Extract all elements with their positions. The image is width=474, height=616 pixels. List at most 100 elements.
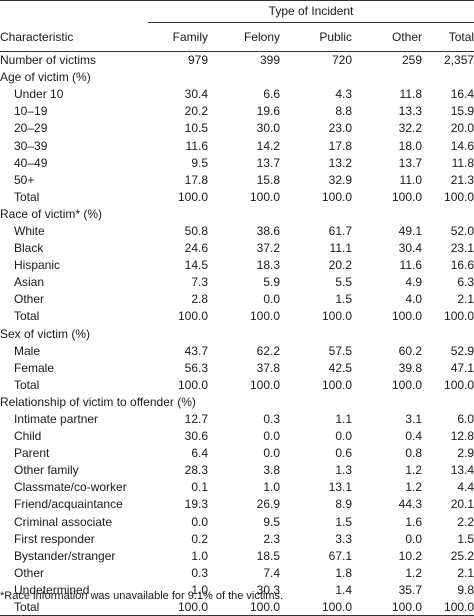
value-cell: 15.9 xyxy=(450,104,474,119)
value-cell: 43.7 xyxy=(184,343,208,358)
value-cell: 720 xyxy=(331,53,352,68)
value-cell: 1.2 xyxy=(405,480,422,495)
other-header: Other xyxy=(391,30,422,44)
value-cell: 20.0 xyxy=(450,121,474,136)
value-cell: 100.0 xyxy=(444,599,474,614)
row-label: Number of victims xyxy=(0,53,97,68)
value-cell: 13.7 xyxy=(398,155,422,170)
value-cell: 23.1 xyxy=(450,241,474,256)
value-cell: 12.8 xyxy=(450,429,474,444)
row-label: Asian xyxy=(14,275,45,290)
table-row: 20–29 10.5 30.0 23.0 32.2 20.0 xyxy=(0,120,474,137)
value-cell: 2.1 xyxy=(457,565,474,580)
value-cell: 50.8 xyxy=(184,223,208,238)
value-cell: 15.8 xyxy=(256,172,280,187)
section-label: Age of victim (%) xyxy=(0,70,91,85)
value-cell: 3.3 xyxy=(335,531,352,546)
value-cell: 4.4 xyxy=(457,480,474,495)
value-cell: 1.2 xyxy=(405,565,422,580)
table-row: Total 100.0 100.0 100.0 100.0 100.0 xyxy=(0,308,474,325)
row-label: Male xyxy=(14,343,41,358)
characteristic-header: Characteristic xyxy=(0,29,74,44)
value-cell: 52.0 xyxy=(450,223,474,238)
value-cell: 1.2 xyxy=(405,463,422,478)
value-cell: 49.1 xyxy=(398,223,422,238)
value-cell: 26.9 xyxy=(256,497,280,512)
row-label: 40–49 xyxy=(14,155,48,170)
value-cell: 0.3 xyxy=(191,565,208,580)
table-row: Undetermined 1.0 30.3 1.4 35.7 9.8 xyxy=(0,581,474,598)
table-row: 30–39 11.6 14.2 17.8 18.0 14.6 xyxy=(0,137,474,154)
value-cell: 61.7 xyxy=(328,223,352,238)
public-header: Public xyxy=(319,30,352,44)
value-cell: 1.6 xyxy=(405,514,422,529)
row-label: Female xyxy=(14,360,55,375)
value-cell: 19.3 xyxy=(184,497,208,512)
value-cell: 11.8 xyxy=(399,87,422,102)
value-cell: 6.0 xyxy=(457,412,474,427)
value-cell: 1.0 xyxy=(191,548,208,563)
value-cell: 10.2 xyxy=(398,548,422,563)
table-row: Hispanic 14.5 18.3 20.2 11.6 16.6 xyxy=(0,257,474,274)
value-cell: 100.0 xyxy=(444,377,474,392)
value-cell: 11.8 xyxy=(451,155,474,170)
value-cell: 11.0 xyxy=(399,172,422,187)
value-cell: 18.0 xyxy=(398,138,422,153)
felony-header: Felony xyxy=(243,30,280,44)
value-cell: 1.5 xyxy=(335,514,352,529)
table-row: Under 10 30.4 6.6 4.3 11.8 16.4 xyxy=(0,86,474,103)
value-cell: 0.8 xyxy=(405,446,422,461)
value-cell: 8.8 xyxy=(335,104,352,119)
value-cell: 7.3 xyxy=(191,275,208,290)
value-cell: 0.0 xyxy=(263,292,280,307)
value-cell: 21.3 xyxy=(450,172,474,187)
row-label: Friend/acquaintance xyxy=(14,497,123,512)
section-row: Relationship of victim to offender (%) xyxy=(0,393,474,410)
value-cell: 23.0 xyxy=(328,121,352,136)
value-cell: 2.1 xyxy=(457,292,474,307)
value-cell: 18.5 xyxy=(256,548,280,563)
value-cell: 57.5 xyxy=(328,343,352,358)
value-cell: 9.5 xyxy=(191,155,208,170)
value-cell: 11.6 xyxy=(399,258,422,273)
section-label: Relationship of victim to offender (%) xyxy=(0,394,196,409)
value-cell: 4.0 xyxy=(405,292,422,307)
value-cell: 24.6 xyxy=(184,241,208,256)
value-cell: 0.0 xyxy=(335,429,352,444)
table-row: Other family 28.3 3.8 1.3 1.2 13.4 xyxy=(0,462,474,479)
value-cell: 20.2 xyxy=(328,258,352,273)
table-row: Intimate partner 12.7 0.3 1.1 3.1 6.0 xyxy=(0,410,474,427)
value-cell: 8.9 xyxy=(335,497,352,512)
value-cell: 9.5 xyxy=(263,514,280,529)
value-cell: 0.0 xyxy=(263,446,280,461)
value-cell: 100.0 xyxy=(391,189,422,204)
row-label: Criminal associate xyxy=(14,514,113,529)
value-cell: 1.8 xyxy=(335,565,352,580)
type-of-incident-header: Type of Incident xyxy=(148,0,474,23)
value-cell: 100.0 xyxy=(321,377,352,392)
value-cell: 100.0 xyxy=(444,189,474,204)
value-cell: 1.4 xyxy=(335,582,352,597)
table-row: Asian 7.3 5.9 5.5 4.9 6.3 xyxy=(0,274,474,291)
section-row: Race of victim* (%) xyxy=(0,205,474,222)
value-cell: 14.5 xyxy=(184,258,208,273)
table-row: Other 0.3 7.4 1.8 1.2 2.1 xyxy=(0,564,474,581)
value-cell: 1.0 xyxy=(191,582,208,597)
value-cell: 13.3 xyxy=(398,104,422,119)
value-cell: 42.5 xyxy=(328,360,352,375)
value-cell: 100.0 xyxy=(391,309,422,324)
value-cell: 0.0 xyxy=(263,429,280,444)
value-cell: 13.2 xyxy=(328,155,352,170)
row-label: Other family xyxy=(14,463,79,478)
value-cell: 1.5 xyxy=(335,292,352,307)
value-cell: 62.2 xyxy=(256,343,280,358)
table-row: 40–49 9.5 13.7 13.2 13.7 11.8 xyxy=(0,154,474,171)
table-row: Total 100.0 100.0 100.0 100.0 100.0 xyxy=(0,376,474,393)
value-cell: 20.1 xyxy=(450,497,474,512)
value-cell: 100.0 xyxy=(249,189,280,204)
value-cell: 19.6 xyxy=(256,104,280,119)
table-row: Other 2.8 0.0 1.5 4.0 2.1 xyxy=(0,291,474,308)
row-label: Total xyxy=(14,377,40,392)
footnote: *Race information was unavailable for 9.… xyxy=(0,590,284,602)
value-cell: 100.0 xyxy=(444,309,474,324)
